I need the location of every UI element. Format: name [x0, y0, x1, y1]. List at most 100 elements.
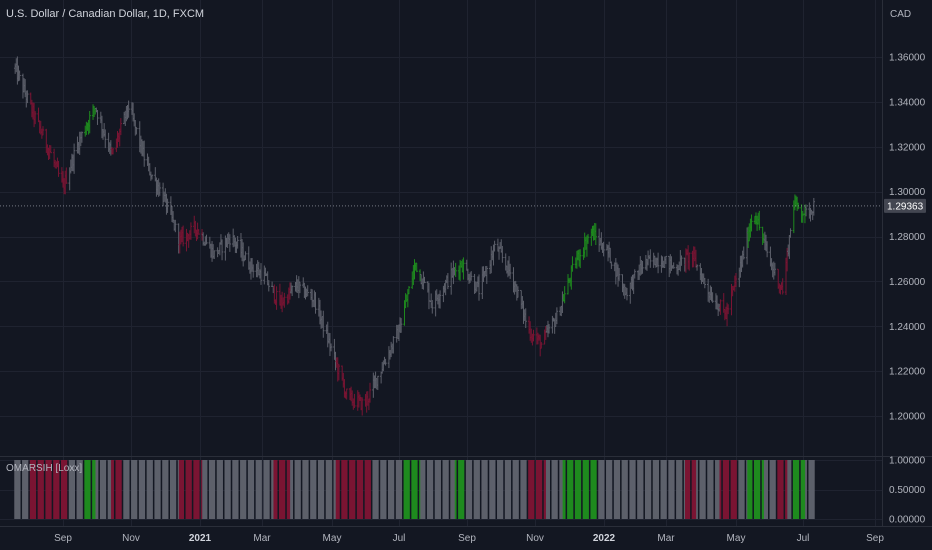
- time-tick-12: Sep: [866, 533, 884, 544]
- indicator-column-141: [233, 460, 236, 519]
- indicator-column-92: [156, 460, 159, 519]
- indicator-column-434: [688, 460, 691, 519]
- indicator-column-412: [654, 460, 657, 519]
- indicator-column-501: [794, 460, 796, 519]
- indicator-column-355: [567, 460, 569, 519]
- indicator-column-150: [247, 460, 250, 519]
- indicator-column-379: [602, 460, 605, 519]
- price-bar-289: [462, 257, 465, 280]
- time-axis-ticks: Sep Nov 2021 Mar May Jul Sep Nov 2022 Mar May Jul Se…: [54, 533, 884, 544]
- indicator-column-9: [26, 460, 29, 519]
- price-bar-214: [345, 388, 348, 400]
- indicator-column-65: [115, 460, 118, 519]
- indicator-column-98: [165, 460, 168, 519]
- indicator-column-463: [733, 460, 736, 519]
- indicator-column-120: [201, 460, 203, 519]
- indicator-column-425: [676, 460, 678, 519]
- indicator-column-164: [267, 460, 270, 519]
- indicator-column-69: [119, 460, 122, 519]
- indicator-column-375: [598, 460, 601, 519]
- indicator-column-303: [484, 460, 487, 519]
- indicator-column-113: [188, 460, 191, 519]
- indicator-column-444: [703, 460, 706, 519]
- price-bar-229: [368, 382, 372, 403]
- indicator-column-191: [311, 460, 314, 519]
- indicator-column-493: [780, 460, 783, 519]
- indicator-column-250: [403, 460, 406, 519]
- symbol-title[interactable]: U.S. Dollar / Canadian Dollar, 1D, FXCM: [6, 8, 204, 20]
- indicator-column-344: [548, 460, 550, 519]
- indicator-column-254: [408, 460, 410, 519]
- indicator-column-66: [116, 460, 119, 519]
- time-tick-3: Mar: [253, 533, 271, 544]
- indicator-column-446: [708, 460, 711, 519]
- indicator-column-451: [716, 460, 718, 519]
- price-bar-79: [135, 126, 138, 135]
- indicator-column-416: [661, 460, 664, 519]
- price-bar-114: [189, 222, 193, 240]
- indicator-column-217: [351, 460, 354, 519]
- indicator-name[interactable]: OMARSIH [Loxx]: [6, 463, 82, 474]
- indicator-column-347: [553, 460, 556, 519]
- indicator-column-405: [644, 460, 647, 519]
- indicator-column-220: [356, 460, 359, 519]
- indicator-column-442: [701, 460, 704, 519]
- indicator-column-437: [693, 460, 696, 519]
- indicator-column-507: [802, 460, 805, 519]
- indicator-column-45: [84, 460, 87, 519]
- indicator-column-226: [365, 460, 368, 519]
- price-bar-379: [602, 241, 605, 257]
- indicator-column-3: [17, 460, 20, 519]
- indicator-column-489: [773, 460, 776, 519]
- indicator-column-370: [590, 460, 593, 519]
- price-bar-344: [547, 324, 551, 334]
- indicator-column-195: [317, 460, 320, 519]
- indicator-column-289: [462, 460, 465, 519]
- indicator-column-231: [373, 460, 376, 519]
- indicator-column-202: [327, 460, 330, 519]
- indicator-column-165: [271, 460, 274, 519]
- indicator-column-508: [804, 460, 806, 519]
- indicator-column-10: [29, 460, 32, 519]
- indicator-column-99: [166, 460, 169, 519]
- indicator-column-32: [63, 460, 66, 519]
- price-bar-294: [470, 271, 473, 281]
- indicator-column-398: [632, 460, 635, 519]
- indicator-column-209: [337, 460, 340, 519]
- indicator-column-475: [753, 460, 756, 519]
- indicator-column-438: [695, 460, 697, 519]
- indicator-column-322: [514, 460, 517, 519]
- indicator-column-336: [537, 460, 539, 519]
- indicator-column-318: [508, 460, 510, 519]
- indicator-column-112: [187, 460, 190, 519]
- price-bar-319: [508, 263, 512, 279]
- indicator-column-111: [186, 460, 189, 519]
- price-bar-149: [244, 251, 247, 261]
- indicator-column-175: [286, 460, 289, 519]
- indicator-column-37: [70, 460, 73, 519]
- indicator-column-251: [404, 460, 407, 519]
- indicator-column-393: [624, 460, 627, 519]
- indicator-column-243: [391, 460, 394, 519]
- indicator-column-20: [45, 460, 48, 519]
- indicator-column-79: [135, 460, 138, 519]
- indicator-column-225: [364, 460, 367, 519]
- indicator-column-308: [492, 460, 495, 519]
- indicator-column-278: [445, 460, 448, 519]
- indicator-column-166: [272, 460, 275, 519]
- indicator-column-43: [79, 460, 82, 519]
- indicator-column-121: [202, 460, 205, 519]
- indicator-column-495: [785, 460, 787, 519]
- indicator-column-118: [196, 460, 199, 519]
- indicator-column-273: [438, 460, 440, 519]
- indicator-column-354: [563, 460, 566, 519]
- indicator-column-247: [398, 460, 400, 519]
- price-bar-94: [158, 182, 161, 196]
- price-bar-274: [438, 290, 442, 309]
- price-bar-464: [734, 273, 738, 287]
- indicator-column-261: [420, 460, 423, 519]
- price-bar-89: [150, 174, 154, 180]
- indicator-column-236: [381, 460, 384, 519]
